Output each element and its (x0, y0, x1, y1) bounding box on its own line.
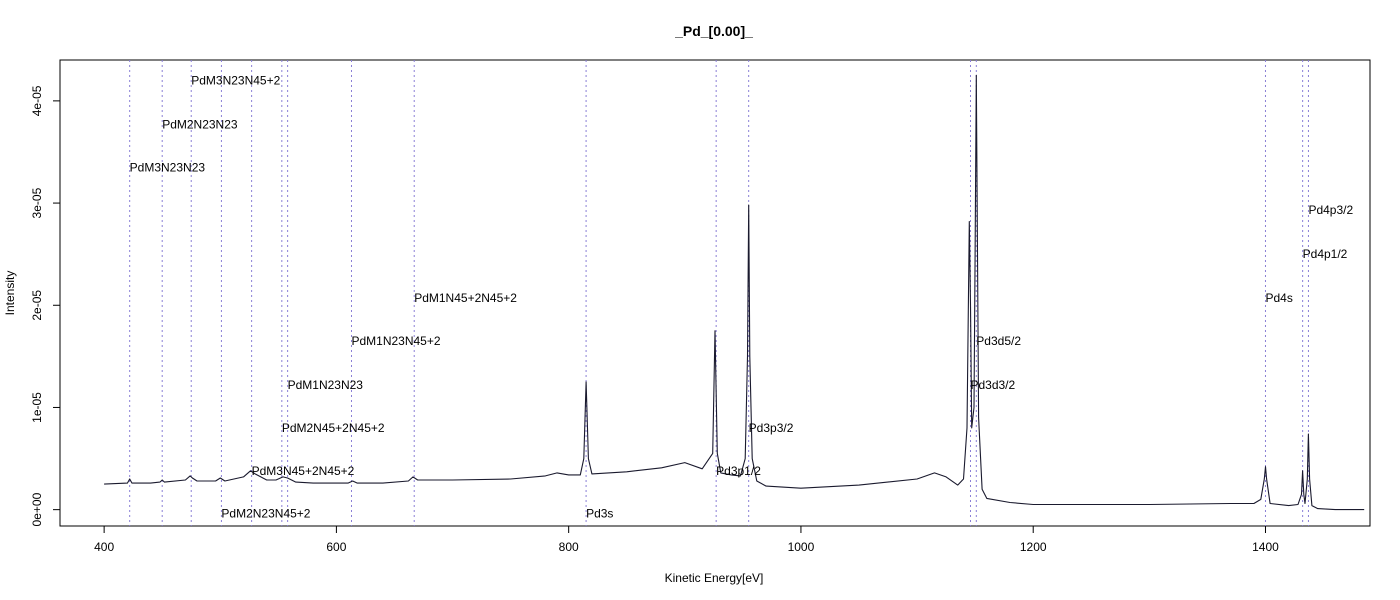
series-layer (104, 74, 1365, 511)
peak-label: Pd4s (1265, 291, 1292, 305)
x-tick-label: 1200 (1020, 540, 1047, 554)
x-tick-label: 1000 (788, 540, 815, 554)
peak-marker-lines (129, 60, 1309, 526)
y-tick-label: 4e-05 (30, 85, 44, 116)
y-tick-label: 2e-05 (30, 290, 44, 321)
x-tick-label: 800 (559, 540, 579, 554)
x-tick-label: 600 (326, 540, 346, 554)
plot-frame (59, 59, 1371, 527)
x-axis-label: Kinetic Energy[eV] (665, 571, 764, 585)
x-axis: 400 600 800 1000 1200 1400 (94, 526, 1279, 554)
peak-label: PdM1N23N45+2 (351, 334, 440, 348)
peak-label: PdM2N45+2N45+2 (282, 421, 385, 435)
x-tick-label: 1400 (1252, 540, 1279, 554)
x-tick-label: 400 (94, 540, 114, 554)
peak-label: PdM1N23N23 (288, 378, 364, 392)
peak-label: Pd3d3/2 (970, 378, 1015, 392)
peak-label: PdM2N23N45+2 (221, 507, 310, 521)
y-axis-label: Intensity (3, 271, 17, 316)
peak-label: PdM3N23N23 (130, 160, 206, 174)
peak-label: PdM1N45+2N45+2 (414, 291, 517, 305)
y-tick-label: 0e+00 (30, 492, 44, 526)
peak-label: Pd3p3/2 (749, 421, 794, 435)
peak-label: PdM2N23N23 (162, 117, 238, 131)
peak-label: PdM3N45+2N45+2 (252, 464, 355, 478)
peak-label: Pd3s (586, 507, 613, 521)
peak-label: Pd3p1/2 (716, 464, 761, 478)
spectrum-line (104, 74, 1365, 511)
peak-labels: PdM3N23N23 PdM2N23N23 PdM3N23N45+2 PdM2N23N… (130, 73, 1354, 520)
chart-title: _Pd_[0.00]_ (674, 23, 753, 39)
y-tick-label: 3e-05 (30, 187, 44, 218)
y-axis: 0e+00 1e-05 2e-05 3e-05 4e-05 (30, 85, 60, 526)
peak-label: PdM3N23N45+2 (191, 73, 280, 87)
y-tick-label: 1e-05 (30, 392, 44, 423)
peak-label: Pd4p1/2 (1303, 247, 1348, 261)
peak-label: Pd4p3/2 (1308, 203, 1353, 217)
peak-label: Pd3d5/2 (976, 334, 1021, 348)
